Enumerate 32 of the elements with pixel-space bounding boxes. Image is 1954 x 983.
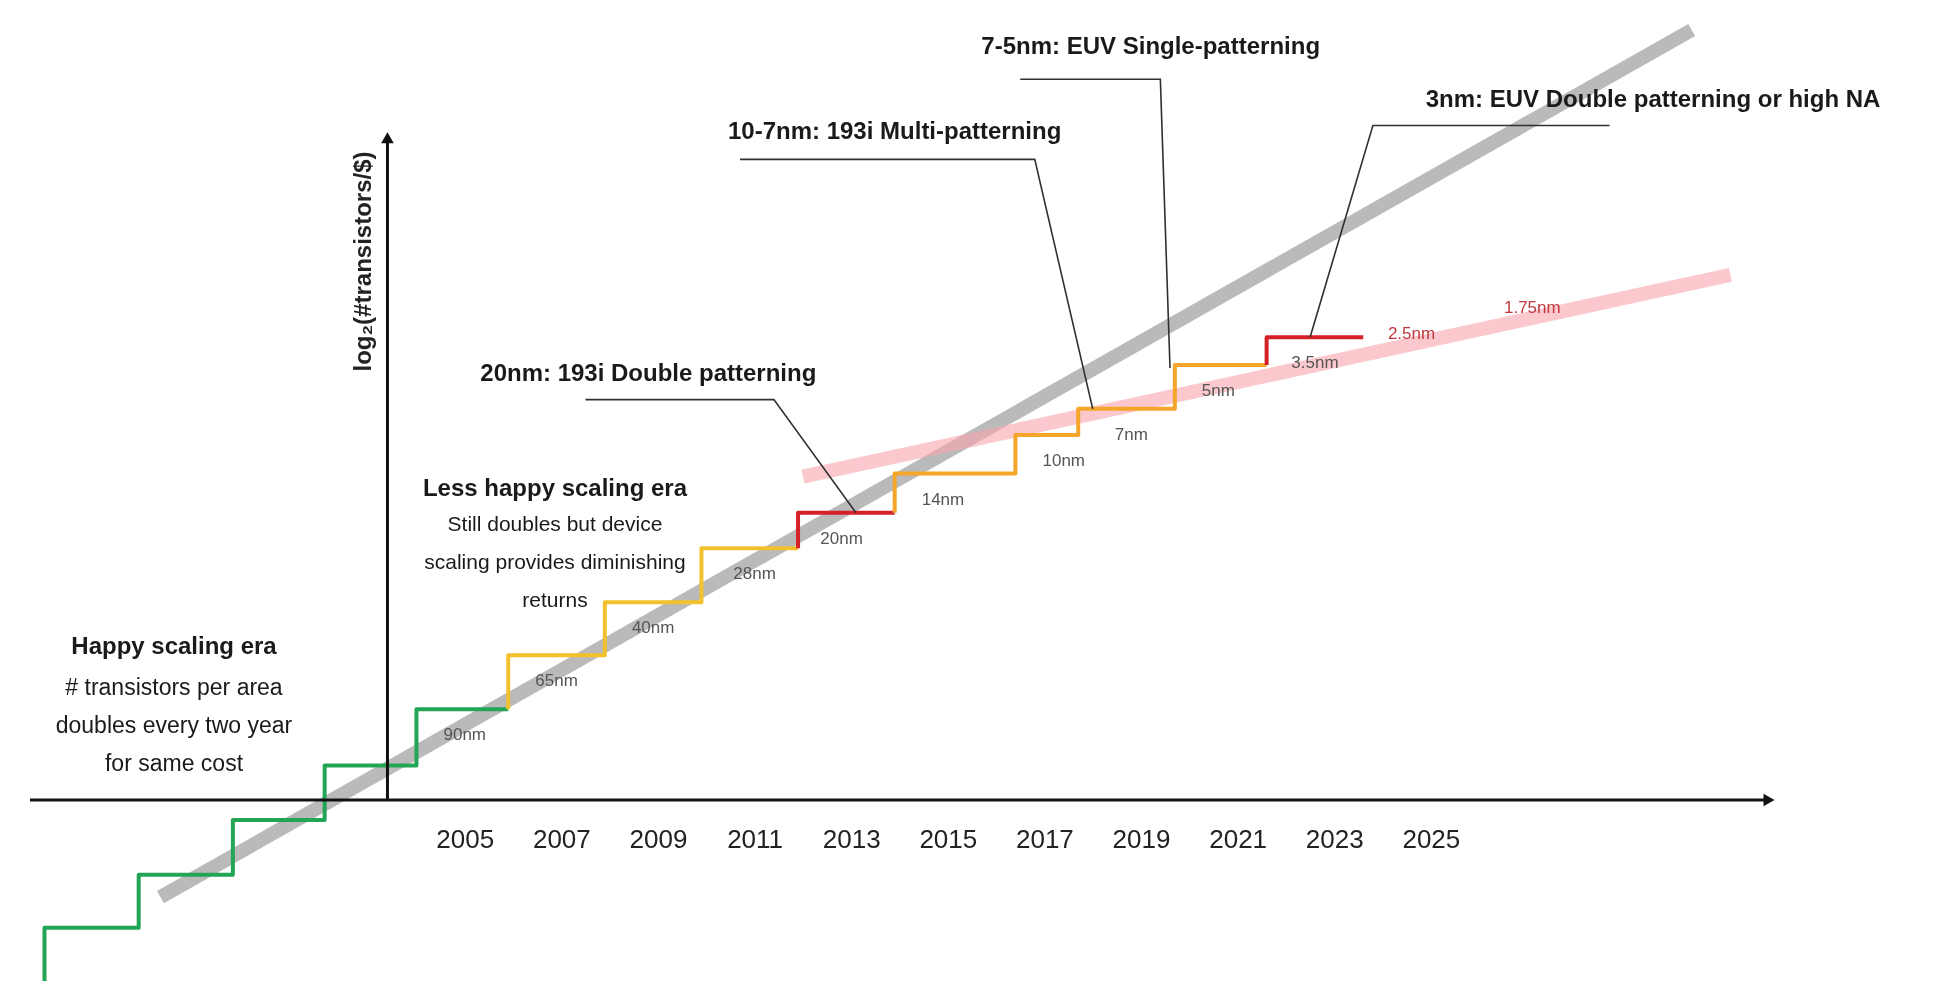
x-tick-label: 2011 bbox=[727, 823, 784, 854]
annotation: 90nm bbox=[443, 725, 487, 745]
annotation: 10nm bbox=[1042, 451, 1085, 471]
annotation: Still doubles but device scaling provides diminishing returns bbox=[424, 512, 686, 611]
annotation: 20nm bbox=[820, 528, 863, 548]
annotation: 28nm bbox=[733, 564, 776, 584]
annotation: # transistors per area doubles every two year for same cost bbox=[55, 674, 293, 776]
x-tick-label: 2019 bbox=[1112, 823, 1171, 854]
annotation: 10-7nm: 193i Multi-patterning bbox=[727, 116, 1062, 144]
x-tick-label: 2017 bbox=[1015, 823, 1074, 854]
x-tick-label: 2007 bbox=[532, 823, 591, 854]
annotation: Happy scaling era bbox=[71, 632, 278, 659]
annotation: 20nm: 193i Double patterning bbox=[480, 359, 817, 387]
annotation: Less happy scaling era bbox=[422, 474, 688, 501]
x-tick-label: 2021 bbox=[1209, 823, 1268, 854]
annotation: 7nm bbox=[1114, 424, 1148, 444]
annotation: 3.5nm bbox=[1291, 353, 1339, 373]
x-tick-label: 2015 bbox=[919, 823, 978, 854]
x-tick-label: 2005 bbox=[436, 823, 495, 854]
annotation: 40nm bbox=[631, 618, 675, 638]
x-tick-label: 2025 bbox=[1402, 823, 1461, 854]
annotation: 5nm bbox=[1201, 380, 1235, 400]
y-axis-title: log₂(#transistors/$) bbox=[348, 151, 376, 372]
x-tick-label: 2013 bbox=[822, 823, 881, 854]
annotation: 65nm bbox=[535, 671, 578, 691]
x-tick-label: 2023 bbox=[1305, 823, 1364, 854]
annotation: 3nm: EUV Double patterning or high NA bbox=[1425, 85, 1881, 113]
annotation: 2.5nm bbox=[1387, 324, 1436, 344]
annotation: 1.75nm bbox=[1503, 298, 1561, 317]
annotation: 14nm bbox=[921, 489, 965, 509]
annotation: 7-5nm: EUV Single-patterning bbox=[981, 31, 1321, 59]
x-tick-label: 2009 bbox=[629, 823, 688, 854]
